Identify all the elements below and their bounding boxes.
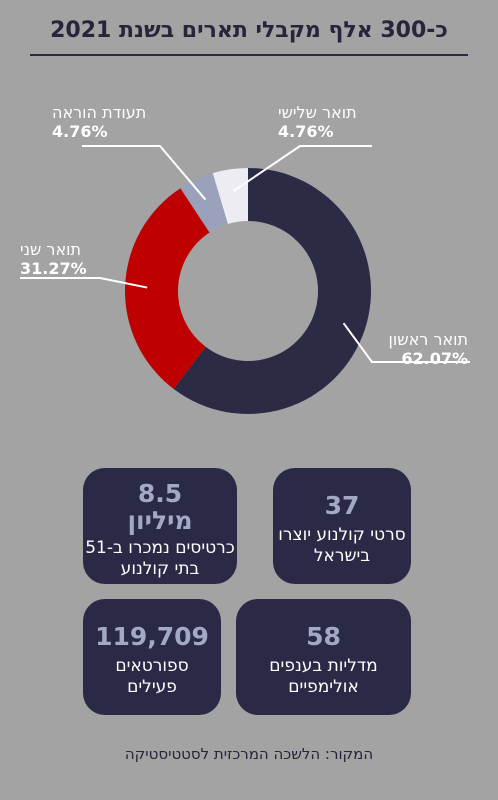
label-bachelor: תואר ראשון 62.07% [389, 330, 468, 368]
label-master-value: 31.27% [20, 259, 87, 278]
leader-line-phd [232, 145, 372, 193]
stat-medals-number: 58 [306, 622, 341, 651]
label-master-name: תואר שני [20, 240, 82, 259]
label-phd-value: 4.76% [278, 122, 334, 141]
stat-tickets-number: 8.5 [137, 479, 183, 508]
label-master: תואר שני 31.27% [20, 240, 87, 278]
donut-slice-teaching [180, 173, 228, 233]
leader-line-teaching [82, 145, 207, 201]
leader-line-master [20, 277, 148, 289]
label-phd: תואר שלישי 4.76% [278, 103, 357, 141]
label-bachelor-name: תואר ראשון [388, 330, 468, 349]
donut-slice-master [125, 188, 210, 389]
stat-card-films: 37 סרטי קולנוע יוצרו בישראל [273, 468, 411, 584]
stat-medals-text: מדליות בענפים אולימפיים [269, 656, 378, 697]
stat-card-medals: 58 מדליות בענפים אולימפיים [236, 599, 411, 715]
stat-card-tickets: 8.5 מיליון כרטיסים נמכרו ב-51 בתי קולנוע [83, 468, 237, 584]
label-teaching-name: תעודת הוראה [52, 103, 147, 122]
stat-tickets-unit: מיליון [127, 506, 193, 535]
page-title: כ-300 אלף מקבלי תארים בשנת 2021 [50, 18, 448, 43]
stat-tickets-text: כרטיסים נמכרו ב-51 בתי קולנוע [85, 538, 235, 579]
donut-slice-phd [212, 168, 248, 224]
stat-athletes-number: 119,709 [95, 622, 209, 651]
stat-films-number: 37 [324, 491, 360, 520]
label-bachelor-value: 62.07% [401, 349, 468, 368]
stat-athletes-text: ספורטאים פעילים [115, 656, 189, 697]
stat-card-athletes: 119,709 ספורטאים פעילים [83, 599, 221, 715]
label-teaching: תעודת הוראה 4.76% [52, 103, 146, 141]
donut-slice-bachelor [173, 167, 372, 414]
donut-chart [20, 145, 470, 414]
source-note: המקור: הלשכה המרכזית לסטטיסטיקה [124, 745, 374, 763]
label-teaching-value: 4.76% [52, 122, 108, 141]
stat-films-text: סרטי קולנוע יוצרו בישראל [278, 525, 406, 566]
label-phd-name: תואר שלישי [278, 103, 357, 122]
title-divider [30, 54, 468, 56]
leader-line-bachelor [342, 322, 470, 363]
